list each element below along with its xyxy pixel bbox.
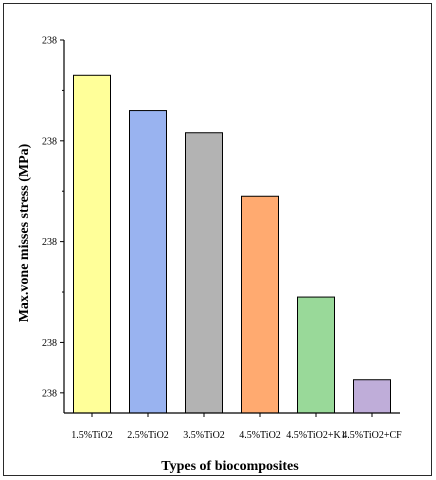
bar-4 bbox=[241, 195, 279, 414]
figure-frame bbox=[3, 3, 432, 476]
bar-6 bbox=[353, 379, 391, 414]
bar-5 bbox=[297, 296, 335, 414]
y-tick-label: 238 bbox=[42, 338, 57, 349]
bar-1 bbox=[73, 74, 111, 414]
y-tick-label: 238 bbox=[42, 136, 57, 147]
y-tick-label: 238 bbox=[42, 36, 57, 47]
x-tick-label: 1.5%TiO2 bbox=[71, 430, 113, 441]
x-axis-title: Types of biocomposites bbox=[161, 459, 299, 474]
x-tick-label: 4.5%TiO2+K1 bbox=[286, 430, 345, 441]
x-tick-label: 2.5%TiO2 bbox=[127, 430, 169, 441]
x-tick-label: 4.5%TiO2+CF bbox=[342, 430, 402, 441]
bars-group bbox=[73, 74, 391, 414]
y-ticks-group: 238 238 238 238 238 bbox=[42, 36, 64, 399]
x-tick-label: 4.5%TiO2 bbox=[239, 430, 281, 441]
y-axis-title: Max.vone misses stress (MPa) bbox=[17, 143, 32, 322]
y-tick-label: 238 bbox=[42, 388, 57, 399]
y-tick-label: 238 bbox=[42, 237, 57, 248]
axes-group bbox=[63, 40, 400, 414]
x-ticks-group: 1.5%TiO2 2.5%TiO2 3.5%TiO2 4.5%TiO2 4.5%TiO2… bbox=[71, 413, 402, 441]
bar-2 bbox=[129, 110, 167, 414]
x-tick-label: 3.5%TiO2 bbox=[183, 430, 225, 441]
bar-3 bbox=[185, 132, 223, 414]
